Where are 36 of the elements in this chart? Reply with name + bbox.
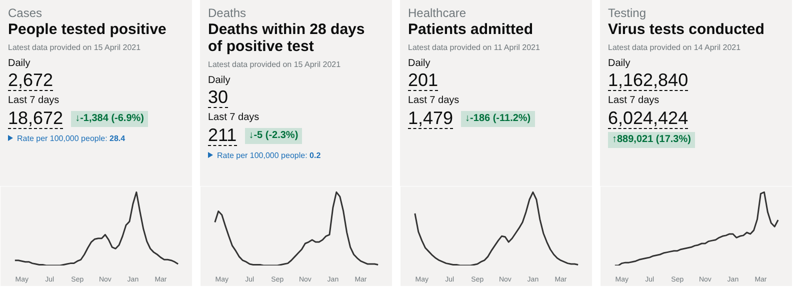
- chart-subtitle: Cases: [8, 6, 44, 20]
- text: Daily: [208, 75, 232, 87]
- text: Latest data provided on 14 April 2021: [608, 43, 742, 53]
- chart-subtitle: Deaths: [208, 6, 248, 20]
- text: Daily: [408, 58, 432, 70]
- text: 0.2: [310, 150, 321, 160]
- text: 211: [208, 124, 237, 146]
- text: 1,162,840: [608, 70, 688, 91]
- text: Last 7 days: [208, 112, 260, 124]
- text: 201: [408, 70, 438, 91]
- text: Latest data provided on 11 April 2021: [408, 43, 541, 53]
- text: Rate per 100,000 people:: [17, 134, 108, 143]
- chart-title: Patients admitted: [408, 21, 534, 38]
- text: Last 7 days: [8, 95, 60, 107]
- text: Latest data provided on 15 April 2021: [208, 60, 342, 70]
- chart-subtitle: Healthcare: [408, 6, 468, 20]
- text: Daily: [8, 58, 32, 70]
- text: 28.4: [110, 134, 126, 143]
- text: ↓-186 (-11.2%): [461, 110, 535, 127]
- text: ↓-5 (-2.3%): [244, 128, 302, 144]
- text: Rate per 100,000 people:: [217, 150, 308, 160]
- text: 6,024,424: [608, 108, 688, 129]
- text: ↑889,021 (17.3%): [608, 132, 695, 148]
- chart-subtitle: Testing: [608, 6, 648, 20]
- text: Last 7 days: [408, 95, 460, 107]
- text: ↓-1,384 (-6.9%): [71, 110, 148, 127]
- text: 30: [208, 87, 228, 108]
- chart-title: Deaths within 28 days of positive test: [208, 21, 366, 55]
- text: Daily: [608, 58, 632, 70]
- text: 1,479: [408, 108, 454, 129]
- text: 18,672: [8, 108, 64, 129]
- chart-title: People tested positive: [8, 21, 168, 38]
- text: Last 7 days: [608, 95, 660, 107]
- text: Latest data provided on 15 April 2021: [8, 43, 142, 53]
- text: 2,672: [8, 70, 54, 91]
- chart-title: Virus tests conducted: [608, 21, 766, 38]
